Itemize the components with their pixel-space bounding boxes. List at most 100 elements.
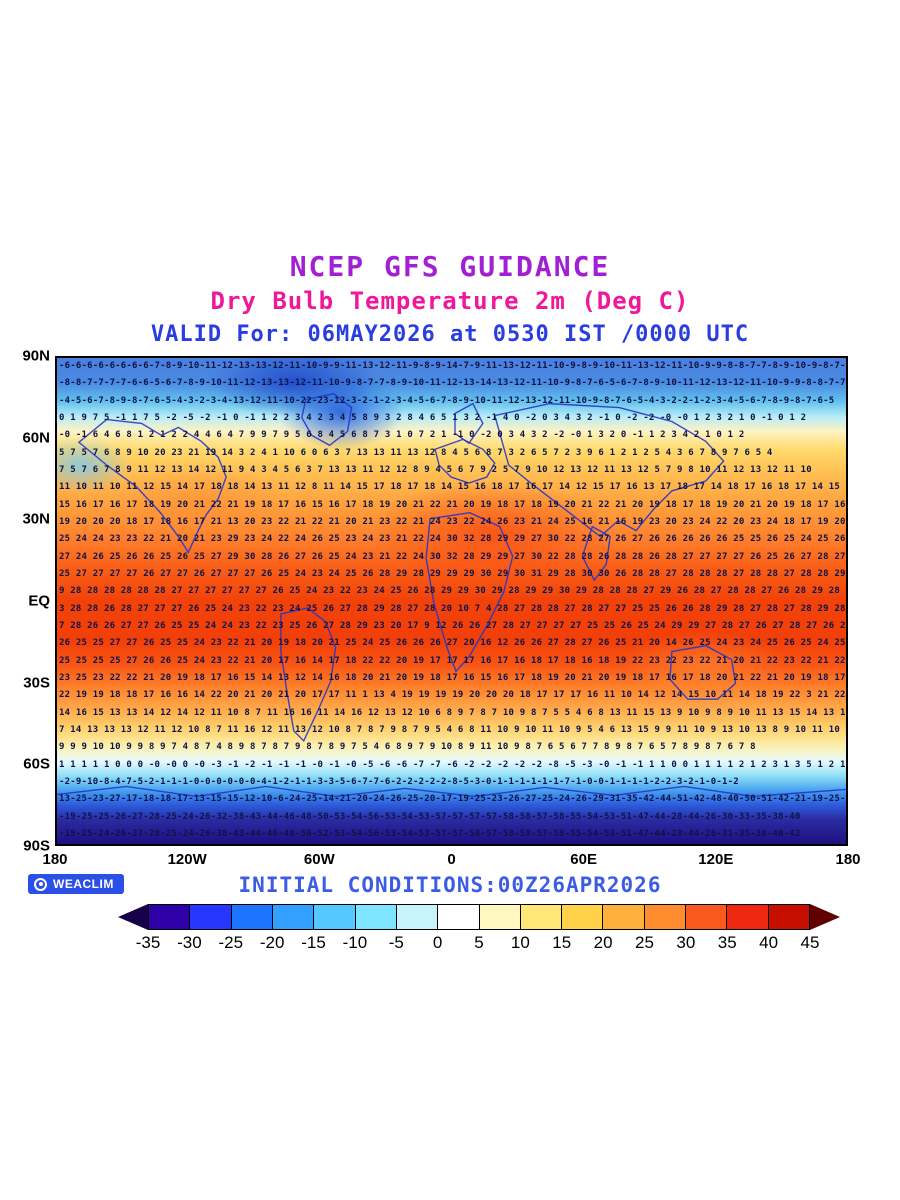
value-grid: -6-6-6-6-6-6-6-6-7-8-9-10-11-12-13-13-12…	[57, 358, 846, 844]
value-row: 15 16 17 16 17 18 19 20 21 22 21 19 18 1…	[59, 499, 846, 510]
value-row: 14 16 15 13 13 14 12 14 12 11 10 8 7 11 …	[59, 707, 846, 718]
chart-title: NCEP GFS GUIDANCE	[289, 250, 611, 283]
weaclim-logo-text: WEACLIM	[53, 877, 114, 891]
colorbar-tick-label: 15	[552, 933, 572, 952]
value-row: 22 19 19 18 18 17 16 16 14 22 20 21 20 2…	[59, 690, 846, 701]
value-row: 19 20 20 20 18 17 18 16 17 21 13 20 23 2…	[59, 516, 846, 527]
coastline-asia	[493, 402, 725, 538]
colorbar-segment	[768, 905, 809, 929]
colorbar-tick-label: -5	[388, 933, 404, 952]
value-row: 23 25 23 22 22 21 20 19 18 17 16 15 14 1…	[59, 672, 846, 683]
coastline-australia	[669, 644, 737, 700]
colorbar-segment	[479, 905, 521, 929]
coastline-scandinavia	[454, 402, 484, 445]
colorbar-segment	[355, 905, 397, 929]
weaclim-logo-icon	[34, 877, 47, 891]
lon-tick-label: 60E	[570, 851, 598, 868]
weaclim-logo-badge: WEACLIM	[28, 874, 124, 894]
colorbar-segment	[603, 905, 645, 929]
colorbar-segment	[231, 905, 273, 929]
value-row: 11 10 11 10 11 12 15 14 17 18 18 14 13 1…	[59, 482, 846, 493]
colorbar-segment	[314, 905, 356, 929]
lat-axis: 90N 60N 30N EQ 30S 60S 90S	[6, 348, 52, 855]
colorbar-tick-label: -10	[342, 933, 368, 952]
value-row: 9 28 28 28 28 28 28 27 27 27 27 27 27 26…	[59, 586, 846, 597]
coastlines	[57, 392, 846, 798]
colorbar-labels: -35 -30 -25 -20 -15 -10 -5 0 5 10 15 20 25 30 35 40 45	[136, 933, 820, 955]
colorbar-tick-label: 20	[593, 933, 613, 952]
valid-time-line: VALID For: 06MAY2026 at 0530 IST /0000 U…	[150, 322, 750, 347]
value-row: 13-25-23-27-17-18-18-17-13-15-15-12-10-6…	[59, 794, 846, 805]
coastline-north-america	[77, 418, 227, 554]
colorbar-segment	[520, 905, 563, 929]
value-row: -8-8-7-7-7-7-6-6-5-6-7-8-9-10-11-12-13-1…	[59, 378, 846, 389]
temperature-field	[57, 358, 846, 844]
value-row: 9 9 9 10 10 9 9 8 9 7 4 8 7 4 8 9 8 7 8 …	[59, 742, 756, 753]
lon-tick-label: 180	[42, 851, 68, 868]
value-row: 5 7 5 7 6 8 9 10 20 23 21 19 14 3 2 4 1 …	[59, 447, 773, 458]
lon-tick-label: 60W	[303, 851, 335, 868]
colorbar-tick-label: 35	[717, 933, 737, 952]
value-row: 25 27 27 27 27 26 27 27 26 27 27 27 26 2…	[59, 568, 846, 579]
value-row: -4-5-6-7-8-9-8-7-6-5-4-3-2-3-4-13-12-11-…	[59, 395, 835, 406]
lat-tick-label: 90S	[23, 837, 50, 855]
colorbar-tick-label: -15	[301, 933, 326, 952]
value-row: -19-25-24-26-27-28-25-24-26-38-43-44-46-…	[59, 828, 801, 839]
lat-tick-label: 60N	[22, 429, 50, 447]
colorbar-left-arrow	[118, 904, 148, 930]
lat-tick-label: 90N	[22, 347, 50, 365]
value-row: 25 25 25 25 27 26 26 25 24 23 22 21 20 1…	[59, 655, 846, 666]
colorbar-tick-label: 25	[635, 933, 654, 952]
value-row: 7 5 7 6 7 8 9 11 12 13 14 12 11 9 4 3 4 …	[59, 464, 812, 475]
value-row: 25 24 24 23 23 22 21 20 21 23 29 23 24 2…	[59, 534, 846, 545]
value-row: 27 24 26 25 26 26 25 26 25 27 29 30 28 2…	[59, 551, 846, 562]
value-row: -19-25-25-26-27-28-25-24-26-32-38-43-44-…	[59, 811, 801, 822]
lon-axis: 180 120W 60W 0 60E 120E 180	[42, 851, 860, 871]
lon-tick-label: 180	[835, 851, 861, 868]
coastline-india	[581, 525, 611, 582]
colorbar-right-arrow	[810, 904, 840, 930]
colorbar-segment	[644, 905, 687, 929]
colorbar-tick-label: -25	[218, 933, 244, 952]
chart-subtitle: Dry Bulb Temperature 2m (Deg C)	[210, 287, 690, 315]
colorbar-segment	[396, 905, 439, 929]
colorbar-segment	[438, 905, 480, 929]
colorbar-tick-label: 40	[759, 933, 779, 952]
colorbar-segment	[272, 905, 315, 929]
colorbar	[118, 904, 840, 930]
colorbar-segment	[190, 905, 232, 929]
value-row: 7 28 26 26 27 27 26 25 25 24 24 23 22 23…	[59, 620, 846, 631]
value-row: -2-9-10-8-4-7-5-2-1-1-1-0-0-0-0-0-0-4-1-…	[59, 776, 739, 787]
value-row: 26 25 25 27 27 26 25 25 24 23 22 21 20 1…	[59, 638, 846, 649]
value-row: 3 28 28 26 28 27 27 27 26 25 24 23 22 23…	[59, 603, 846, 614]
value-row: -0 -1 6 4 6 8 1 2 1 2 2 4 4 6 4 7 9 9 7 …	[59, 430, 745, 441]
coastline-greenland	[301, 392, 353, 447]
colorbar-segment	[149, 905, 191, 929]
coastline-south-america	[280, 607, 337, 743]
colorbar-tick-label: -30	[177, 933, 202, 952]
colorbar-segment	[727, 905, 769, 929]
value-row: -6-6-6-6-6-6-6-6-7-8-9-10-11-12-13-13-12…	[59, 361, 846, 371]
colorbar-segments	[148, 904, 810, 930]
colorbar-tick-label: 30	[676, 933, 696, 952]
coastline-africa	[425, 512, 514, 673]
colorbar-tick-label: 10	[510, 933, 530, 952]
colorbar-tick-label: -35	[135, 933, 161, 952]
value-row: 7 14 13 13 13 12 11 12 10 8 7 11 16 12 1…	[59, 724, 846, 735]
colorbar-tick-label: -20	[259, 933, 285, 952]
lat-tick-label: 30S	[23, 674, 50, 692]
colorbar-segment	[562, 905, 604, 929]
lat-tick-label: 60S	[23, 755, 50, 773]
initial-conditions-line: INITIAL CONDITIONS:00Z26APR2026	[238, 873, 662, 897]
colorbar-tick-label: 0	[432, 933, 443, 952]
colorbar-tick-label: 45	[800, 933, 820, 952]
value-row: 0 1 9 7 5 -1 1 7 5 -2 -5 -2 -1 0 -1 1 2 …	[59, 412, 807, 423]
lat-tick-label: 30N	[22, 510, 50, 528]
map-frame: -6-6-6-6-6-6-6-6-7-8-9-10-11-12-13-13-12…	[55, 356, 848, 846]
lat-tick-label: EQ	[28, 592, 50, 610]
colorbar-segment	[686, 905, 728, 929]
coastline-antarctica	[57, 785, 846, 798]
lon-tick-label: 0	[447, 851, 456, 868]
lon-tick-label: 120W	[167, 851, 207, 868]
